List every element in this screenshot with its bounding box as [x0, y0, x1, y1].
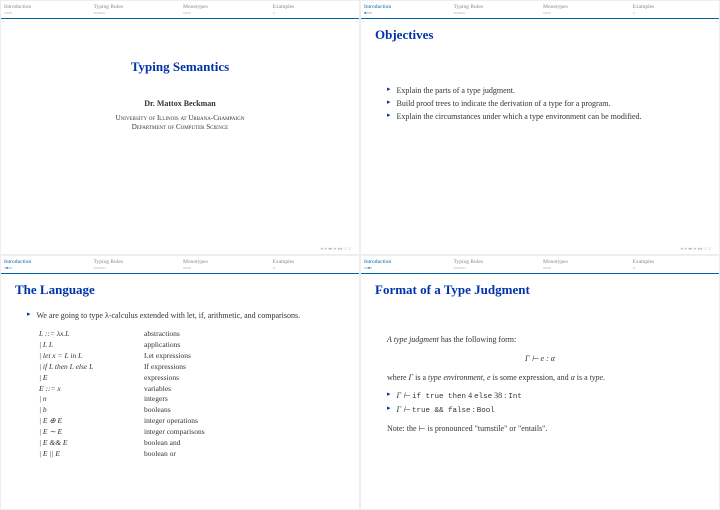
- navbar: Introduction○○●○ Typing Rules○○○○○○ Mono…: [361, 256, 719, 274]
- main-title: Typing Semantics: [15, 59, 345, 75]
- footer-nav: ◂ ◂ ◂▸ ▸ ▸▸ ≡ ≡: [1, 244, 359, 254]
- author-block: Dr. Mattox Beckman University of Illinoi…: [1, 99, 359, 132]
- example-bullet: Γ ⊢ true && false : Bool: [387, 404, 705, 417]
- author-name: Dr. Mattox Beckman: [1, 99, 359, 108]
- where-text: where Γ is a type environment, e is some…: [387, 372, 693, 383]
- note-text: Note: the ⊢ is pronounced "turnstile" or…: [387, 423, 693, 434]
- navbar: Introduction○●○○ Typing Rules○○○○○○ Mono…: [1, 256, 359, 274]
- affiliation-line2: Department of Computer Science: [1, 123, 359, 132]
- slide-objectives: Introduction●○○○ Typing Rules○○○○○○ Mono…: [360, 0, 720, 255]
- slide-judgment: Introduction○○●○ Typing Rules○○○○○○ Mono…: [360, 255, 720, 510]
- slide-title: Objectives: [375, 27, 705, 43]
- bullet: Explain the parts of a type judgment.: [387, 85, 705, 96]
- bullet: Explain the circumstances under which a …: [387, 111, 705, 122]
- slide-language: Introduction○●○○ Typing Rules○○○○○○ Mono…: [0, 255, 360, 510]
- grammar-block: L ::= λx.Labstractions | L Lapplications…: [39, 329, 345, 460]
- navbar: Introduction●○○○ Typing Rules○○○○○○ Mono…: [361, 1, 719, 19]
- navbar: Introduction○○○○ Typing Rules○○○○○○ Mono…: [1, 1, 359, 19]
- slide-title: Format of a Type Judgment: [375, 282, 705, 298]
- example-bullet: Γ ⊢ if true then 4 else 38 : Int: [387, 390, 705, 403]
- slide-title-slide: Introduction○○○○ Typing Rules○○○○○○ Mono…: [0, 0, 360, 255]
- footer-nav: ◂ ◂ ◂▸ ▸ ▸▸ ≡ ≡: [361, 244, 719, 254]
- intro-text: A type judgment A type judgment has the …: [387, 334, 693, 345]
- bullet: Build proof trees to indicate the deriva…: [387, 98, 705, 109]
- intro-bullet: We are going to type λ-calculus extended…: [27, 310, 345, 321]
- judgment-formula: Γ ⊢ e : α: [375, 353, 705, 364]
- affiliation-line1: University of Illinois at Urbana-Champai…: [1, 114, 359, 123]
- slide-title: The Language: [15, 282, 345, 298]
